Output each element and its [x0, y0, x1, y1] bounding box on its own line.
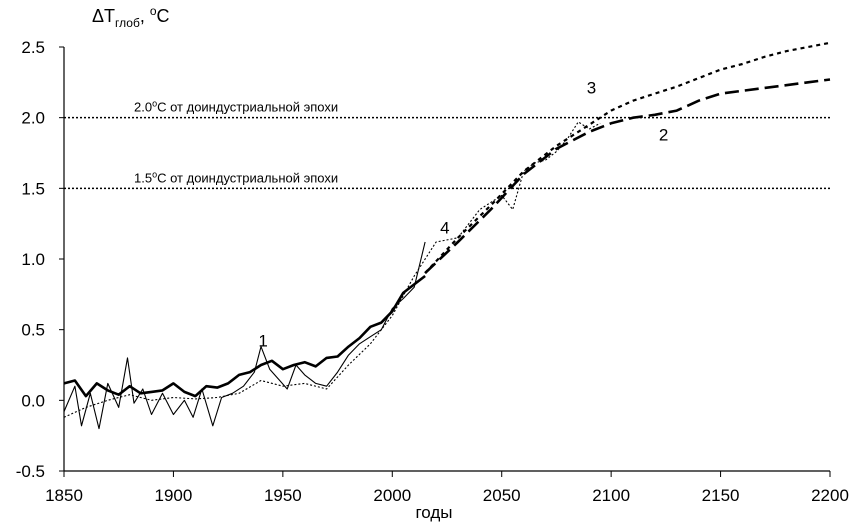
series-line-long-dash — [424, 78, 831, 275]
reference-line-label: 1.5oC от доиндустриальной эпохи — [134, 169, 338, 185]
y-tick-label: 0.5 — [21, 321, 45, 340]
x-tick-label: 1950 — [264, 486, 302, 505]
y-tick-label: 2.5 — [21, 38, 45, 57]
x-tick-label: 1900 — [155, 486, 193, 505]
series-line-thin-dotted — [63, 121, 601, 418]
series-line-thin-solid — [63, 241, 426, 430]
series-line-short-dash — [424, 41, 831, 274]
x-tick-label: 2200 — [811, 486, 849, 505]
x-tick-label: 2100 — [592, 486, 630, 505]
curve-labels: 1 2 3 4 — [258, 79, 668, 351]
series-layer — [63, 41, 831, 430]
x-tick-label: 2050 — [483, 486, 521, 505]
curve-label: 2 — [659, 125, 668, 144]
y-axis-title: ΔTглоб, oC — [92, 4, 170, 30]
series-line-thick-solid — [63, 274, 426, 398]
y-tick-label: 0.0 — [21, 391, 45, 410]
x-axis-title: годы — [415, 503, 452, 522]
x-tick-label: 2000 — [373, 486, 411, 505]
y-tick-label: -0.5 — [16, 462, 45, 481]
x-tick-label: 2150 — [702, 486, 740, 505]
reference-line-label: 2.0oC от доиндустриальной эпохи — [134, 99, 338, 115]
x-tick-label: 1850 — [45, 486, 83, 505]
y-tick-label: 1.5 — [21, 179, 45, 198]
curve-label: 4 — [440, 219, 449, 238]
x-ticks: 1850 1900 1950 2000 2050 2100 2150 2200 — [45, 471, 849, 505]
curve-label: 3 — [587, 79, 596, 98]
curve-label: 1 — [258, 332, 267, 351]
plot-area — [64, 47, 830, 471]
y-tick-label: 1.0 — [21, 250, 45, 269]
reference-lines: 2.0oC от доиндустриальной эпохи 1.5oC от … — [64, 99, 830, 190]
y-ticks: -0.5 0.0 0.5 1.0 1.5 2.0 2.5 — [16, 38, 64, 481]
y-tick-label: 2.0 — [21, 109, 45, 128]
